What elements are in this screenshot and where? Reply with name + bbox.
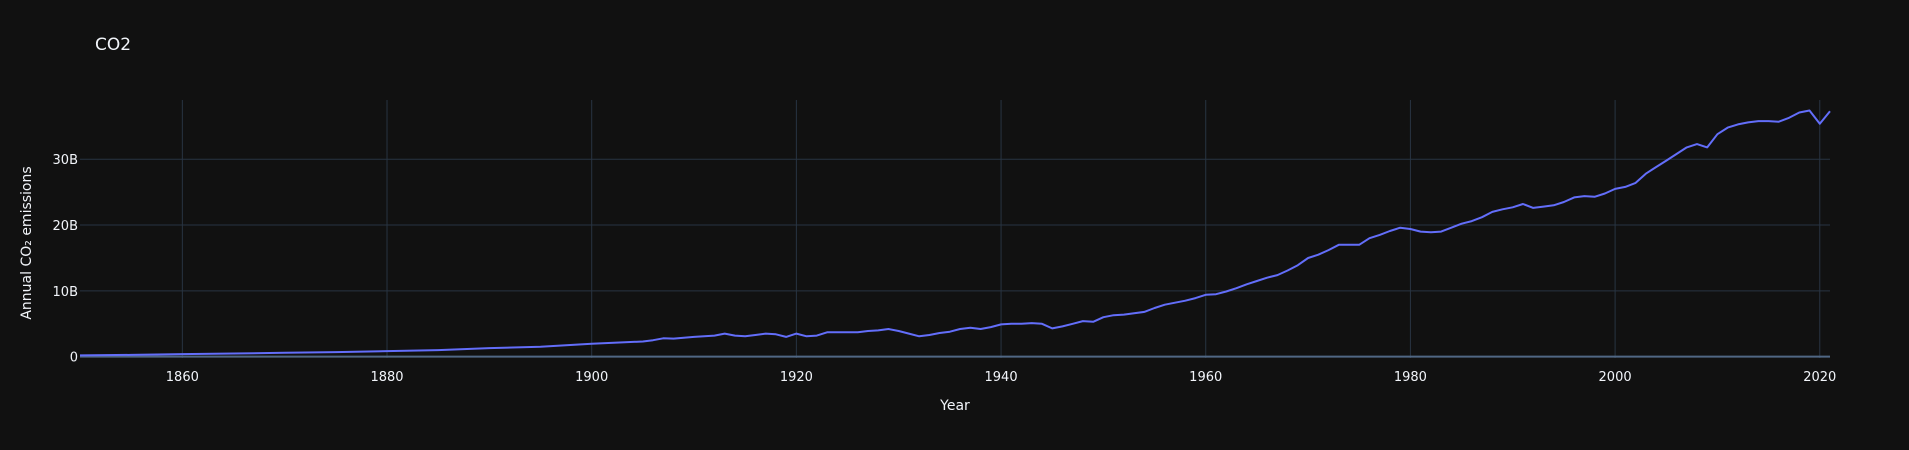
x-axis-label: Year	[939, 398, 970, 414]
x-tick-label: 1920	[780, 370, 813, 385]
x-tick-label: 1900	[575, 370, 608, 385]
tick-layer: 1860 1880 1900 1920 1940 1960 1980 2000 2020 0 10B…	[53, 153, 1837, 385]
x-tick-label: 2020	[1803, 370, 1836, 385]
x-tick-label: 1880	[370, 370, 403, 385]
line-layer	[79, 109, 1831, 357]
x-tick-label: 1940	[985, 370, 1018, 385]
grid-layer	[80, 100, 1830, 358]
y-tick-label: 10B	[53, 285, 78, 300]
y-tick-label: 20B	[53, 219, 78, 234]
x-tick-label: 2000	[1599, 370, 1632, 385]
x-tick-label: 1860	[166, 370, 199, 385]
x-tick-label: 1960	[1189, 370, 1222, 385]
chart-title: CO2	[95, 35, 131, 55]
y-tick-label: 0	[70, 351, 78, 366]
y-axis-label: Annual CO₂ emissions	[19, 166, 35, 319]
x-tick-label: 1980	[1394, 370, 1427, 385]
y-tick-label: 30B	[53, 153, 78, 168]
co2-emissions-line	[79, 109, 1831, 357]
